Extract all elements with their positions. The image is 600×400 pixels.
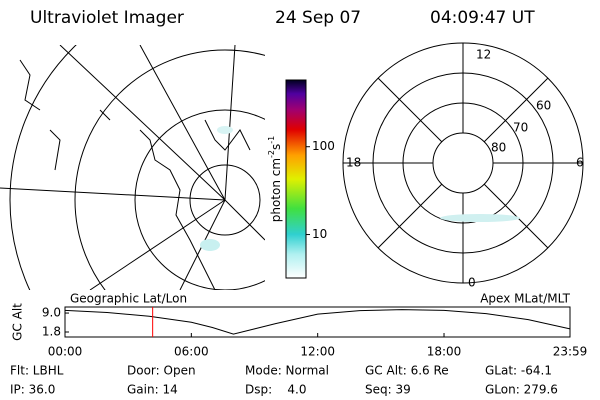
polar-label: 70 [513,121,528,135]
y-axis-label: GC Alt [11,303,25,341]
colorbar-label: photon cm-2s-1 [267,136,283,223]
info-field: Gain: 14 [127,383,178,397]
polar-label: 12 [476,48,491,62]
date: 24 Sep 07 [275,8,361,28]
x-tick-label: 00:00 [48,345,83,359]
label-part: -1 [267,136,276,144]
plot-frame [64,306,571,338]
polar-label: 80 [491,141,506,155]
info: Flt: LBHL Door: Open Mode: Normal GC Alt: 6… [10,364,558,397]
info-field: Seq: 39 [365,383,411,397]
time: 04:09:47 UT [430,8,535,28]
map [0,45,265,290]
tick-label: 10 [312,227,327,241]
y-tick-label: 1.8 [42,325,61,339]
title: Ultraviolet Imager [30,8,184,28]
info-field: IP: 36.0 [10,383,55,397]
x-tick-label: 12:00 [300,345,335,359]
label-part: -2 [267,150,276,158]
colorbar [285,79,307,279]
tick-label: 100 [312,139,335,153]
info-field: Door: Open [127,364,196,378]
polar-plot: 12 0 18 6 60 70 80 [342,42,584,290]
label-part: photon cm [269,158,283,222]
info-field: Flt: LBHL [10,364,64,378]
info-field: Mode: Normal [245,364,329,378]
polar-label: 18 [346,156,361,170]
label-part: s [269,144,283,150]
axis-label: Apex MLat/MLT [480,292,570,306]
line [64,309,571,335]
polar-label: 6 [576,156,584,170]
x-tick-label: 23:59 [553,345,588,359]
info-field: GC Alt: 6.6 Re [365,364,449,378]
info-field: GLat: -64.1 [485,364,552,378]
x-tick-label: 06:00 [174,345,209,359]
polar-label: 0 [468,276,476,290]
info-field: GLon: 279.6 [485,383,558,397]
info-field: Dsp: 4.0 [245,383,307,397]
axis-label: Geographic Lat/Lon [70,292,187,306]
polar-label: 60 [536,99,551,113]
y-tick-label: 9.0 [42,306,61,320]
x-tick-label: 18:00 [427,345,462,359]
